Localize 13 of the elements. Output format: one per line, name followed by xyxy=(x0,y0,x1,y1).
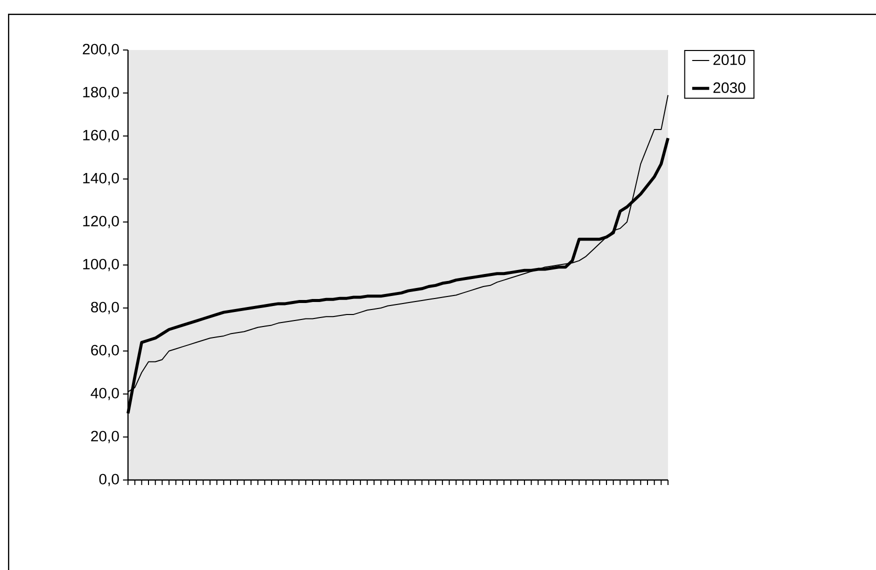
y-tick-label: 180,0 xyxy=(83,86,119,100)
y-tick-label: 0,0 xyxy=(99,474,119,486)
y-tick-label: 140,0 xyxy=(83,172,119,186)
y-tick-label: 40,0 xyxy=(90,388,119,400)
y-tick-label: 20,0 xyxy=(91,430,119,444)
y-tick-label: 100,0 xyxy=(83,258,119,272)
y-tick-label: 120,0 xyxy=(83,216,119,228)
y-tick-label: 60,0 xyxy=(91,344,119,358)
y-tick-label: 200,0 xyxy=(82,44,119,56)
y-tick-label: 80,0 xyxy=(91,302,119,314)
legend-label: 2010 xyxy=(713,54,746,66)
legend-label: 2030 xyxy=(713,82,746,93)
y-tick-label: 160,0 xyxy=(83,130,119,142)
